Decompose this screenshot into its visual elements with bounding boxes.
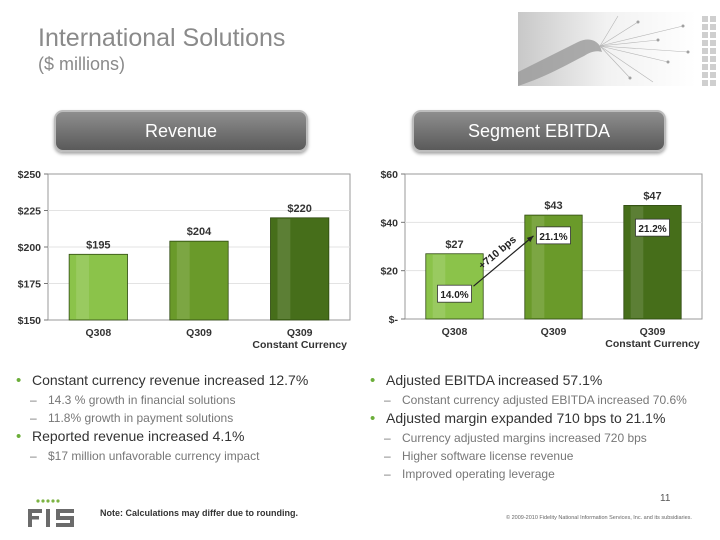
slide-title: International Solutions — [38, 24, 286, 52]
margin-label: 21.2% — [638, 224, 666, 235]
y-tick-label: $20 — [380, 266, 398, 278]
revenue-bullet-item: 11.8% growth in payment solutions — [16, 410, 356, 426]
rounding-note: Note: Calculations may differ due to rou… — [100, 508, 299, 518]
category-label: Q308 — [442, 326, 468, 338]
revenue-chart: $150 $175 $200 $225 $250 $195 Q308 $204 Q309 $220… — [18, 169, 351, 351]
category-label: Constant Currency — [252, 339, 347, 351]
bar-value-label: $27 — [445, 239, 463, 251]
page-number: 11 — [660, 493, 671, 504]
decorative-grid — [702, 16, 716, 86]
margin-label: 14.0% — [440, 290, 468, 301]
margin-box — [536, 226, 571, 245]
y-tick-label: $250 — [18, 169, 42, 181]
margin-label: 21.1% — [539, 232, 567, 243]
category-label: Constant Currency — [605, 338, 700, 350]
hand-network-image — [518, 12, 696, 86]
y-tick-label: $200 — [18, 242, 42, 254]
bar — [169, 240, 229, 321]
annotation-arrowhead — [526, 235, 534, 243]
bar — [68, 253, 128, 321]
bar-value-label: $43 — [544, 200, 562, 212]
category-label: Q308 — [85, 327, 111, 339]
y-tick-label: $175 — [18, 279, 42, 291]
bar-value-label: $220 — [287, 203, 311, 215]
bar-highlight — [277, 218, 291, 319]
bar-highlight — [176, 242, 190, 319]
revenue-bullet-item: $17 million unfavorable currency impact — [16, 448, 356, 464]
bar-value-label: $195 — [86, 239, 110, 251]
revenue-bullet-item: 14.3 % growth in financial solutions — [16, 392, 356, 408]
y-tick-label: $40 — [380, 217, 398, 229]
category-label: Q309 — [186, 327, 212, 339]
ebitda-bullet-item: Currency adjusted margins increased 720 … — [370, 430, 690, 446]
category-label: Q309 — [541, 326, 567, 338]
slide-subtitle: ($ millions) — [38, 54, 126, 74]
ebitda-bullet-item: Improved operating leverage — [370, 466, 690, 482]
ebitda-bullet-item: Higher software license revenue — [370, 448, 690, 464]
bar-highlight — [76, 255, 89, 319]
ebitda-chart: $- $20 $40 $60 $27 Q308 14.0% $43 Q309 21.1% $47 Q3… — [380, 169, 703, 350]
y-tick-label: $60 — [380, 169, 398, 181]
revenue-bullet-list: Constant currency revenue increased 12.7… — [16, 372, 356, 466]
category-label: Q309 — [640, 326, 666, 338]
fis-logo — [28, 499, 74, 527]
revenue-bullet-item: Constant currency revenue increased 12.7… — [16, 372, 356, 389]
bar-value-label: $204 — [187, 226, 212, 238]
y-tick-label: $- — [389, 314, 399, 326]
margin-box — [437, 284, 472, 303]
ebitda-bullet-list: Adjusted EBITDA increased 57.1% Constant … — [370, 372, 690, 484]
ebitda-bullet-item: Constant currency adjusted EBITDA increa… — [370, 392, 690, 408]
segment-ebitda-header-pill: Segment EBITDA — [412, 110, 666, 152]
category-label: Q309 — [287, 327, 313, 339]
bar-value-label: $47 — [643, 190, 661, 202]
revenue-bullet-item: Reported revenue increased 4.1% — [16, 428, 356, 445]
bar — [270, 217, 330, 321]
copyright-text: © 2009-2010 Fidelity National Informatio… — [506, 515, 692, 521]
ebitda-bullet-item: Adjusted EBITDA increased 57.1% — [370, 372, 690, 389]
y-tick-label: $225 — [18, 206, 42, 218]
margin-box — [635, 218, 670, 237]
ebitda-bullet-item: Adjusted margin expanded 710 bps to 21.1… — [370, 410, 690, 427]
annotation-arrow — [473, 235, 534, 287]
revenue-header-pill: Revenue — [54, 110, 308, 152]
y-tick-label: $150 — [18, 315, 42, 327]
